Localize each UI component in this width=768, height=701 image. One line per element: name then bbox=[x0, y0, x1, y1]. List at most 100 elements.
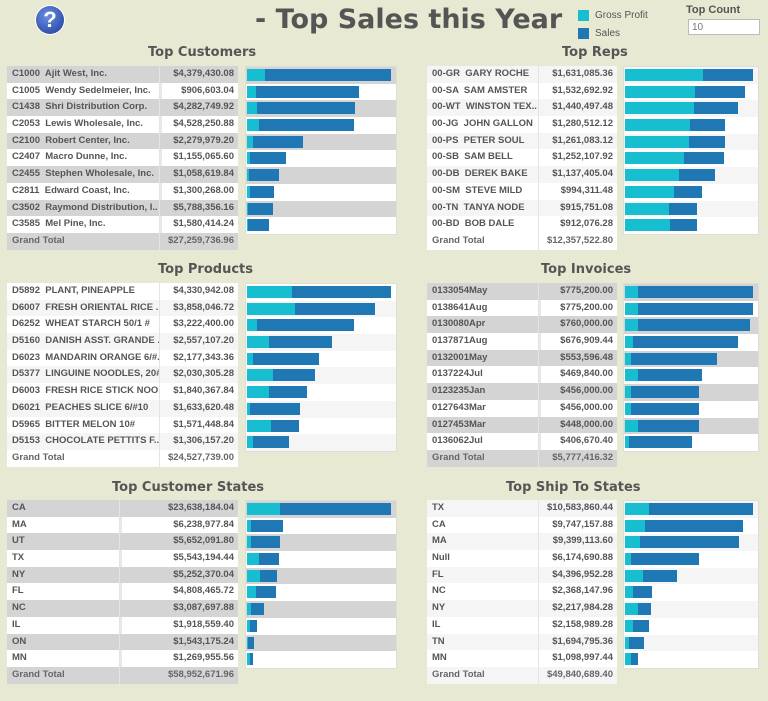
gross-profit-bar[interactable] bbox=[625, 85, 696, 98]
gross-profit-bar[interactable] bbox=[247, 503, 281, 515]
sales-bar[interactable] bbox=[247, 519, 283, 532]
gross-profit-bar[interactable] bbox=[625, 586, 633, 599]
table-row[interactable]: 0127643Mar $456,000.00 bbox=[427, 399, 617, 417]
table-row[interactable]: D5153 CHOCOLATE PETTITS F.. $1,306,157.20 bbox=[7, 433, 238, 450]
gross-profit-bar[interactable] bbox=[247, 319, 258, 332]
table-row[interactable]: C1438 Shri Distribution Corp. $4,282,749.… bbox=[7, 99, 238, 117]
table-row[interactable]: ON $1,543,175.24 bbox=[7, 633, 238, 651]
sales-bar[interactable] bbox=[247, 85, 360, 98]
sales-bar[interactable] bbox=[625, 336, 738, 349]
table-row[interactable]: 00-WT WINSTON TEX.. $1,440,497.48 bbox=[427, 99, 617, 117]
table-row[interactable]: MN $1,269,955.56 bbox=[7, 650, 238, 667]
table-row[interactable]: 00-PS PETER SOUL $1,261,083.12 bbox=[427, 132, 617, 150]
sales-bar[interactable] bbox=[247, 503, 391, 515]
table-row[interactable]: TX $10,583,860.44 bbox=[427, 500, 617, 517]
table-row[interactable]: D5160 DANISH ASST. GRANDE .. $2,557,107.2… bbox=[7, 333, 238, 350]
gross-profit-bar[interactable] bbox=[247, 536, 252, 549]
table-row[interactable]: CA $9,747,157.88 bbox=[427, 516, 617, 534]
gross-profit-bar[interactable] bbox=[247, 102, 257, 115]
sales-bar[interactable] bbox=[247, 202, 273, 215]
table-row[interactable]: FL $4,808,465.72 bbox=[7, 583, 238, 601]
gross-profit-bar[interactable] bbox=[625, 102, 695, 115]
table-row[interactable]: TX $5,543,194.44 bbox=[7, 550, 238, 567]
table-row[interactable]: 00-TN TANYA NODE $915,751.08 bbox=[427, 199, 617, 217]
table-row[interactable]: TN $1,694,795.36 bbox=[427, 633, 617, 651]
gross-profit-bar[interactable] bbox=[625, 169, 679, 182]
gross-profit-bar[interactable] bbox=[247, 569, 260, 582]
gross-profit-bar[interactable] bbox=[625, 152, 684, 165]
table-row[interactable]: 0123235Jan $456,000.00 bbox=[427, 383, 617, 400]
table-row[interactable]: NC $2,368,147.96 bbox=[427, 583, 617, 601]
table-row[interactable]: 0138641Aug $775,200.00 bbox=[427, 299, 617, 317]
sales-bar[interactable] bbox=[625, 386, 700, 399]
table-row[interactable]: 00-JG JOHN GALLON $1,280,512.12 bbox=[427, 116, 617, 133]
sales-bar[interactable] bbox=[625, 352, 718, 365]
table-row[interactable]: CA $23,638,184.04 bbox=[7, 500, 238, 517]
table-row[interactable]: 00-SA SAM AMSTER $1,532,692.92 bbox=[427, 82, 617, 100]
gross-profit-bar[interactable] bbox=[247, 436, 253, 449]
gross-profit-bar[interactable] bbox=[247, 352, 253, 365]
table-row[interactable]: 0137871Aug $676,909.44 bbox=[427, 333, 617, 350]
gross-profit-bar[interactable] bbox=[625, 319, 638, 332]
gross-profit-bar[interactable] bbox=[247, 302, 295, 315]
gross-profit-bar[interactable] bbox=[625, 302, 638, 315]
table-row[interactable]: C3502 Raymond Distribution, I.. $5,788,35… bbox=[7, 199, 238, 217]
sales-bar[interactable] bbox=[247, 219, 269, 232]
sales-bar[interactable] bbox=[625, 369, 702, 382]
sales-bar[interactable] bbox=[247, 135, 304, 148]
gross-profit-bar[interactable] bbox=[247, 419, 272, 432]
gross-profit-bar[interactable] bbox=[247, 653, 250, 666]
table-row[interactable]: UT $5,652,091.80 bbox=[7, 533, 238, 551]
gross-profit-bar[interactable] bbox=[625, 519, 646, 532]
table-row[interactable]: 00-SM STEVE MILD $994,311.48 bbox=[427, 182, 617, 200]
gross-profit-bar[interactable] bbox=[247, 519, 252, 532]
gross-profit-bar[interactable] bbox=[247, 119, 260, 132]
table-row[interactable]: 0137224Jul $469,840.00 bbox=[427, 366, 617, 384]
sales-bar[interactable] bbox=[625, 553, 700, 566]
help-icon[interactable]: ? bbox=[36, 6, 64, 34]
gross-profit-bar[interactable] bbox=[247, 619, 250, 632]
table-row[interactable]: NY $2,217,984.28 bbox=[427, 600, 617, 617]
gross-profit-bar[interactable] bbox=[247, 586, 256, 599]
gross-profit-bar[interactable] bbox=[625, 402, 632, 415]
sales-bar[interactable] bbox=[247, 185, 275, 198]
gross-profit-bar[interactable] bbox=[247, 386, 269, 399]
table-row[interactable]: D6021 PEACHES SLICE 6/#10 $1,633,620.48 bbox=[7, 399, 238, 417]
sales-bar[interactable] bbox=[247, 636, 255, 649]
table-row[interactable]: 0127453Mar $448,000.00 bbox=[427, 416, 617, 434]
gross-profit-bar[interactable] bbox=[247, 85, 256, 98]
gross-profit-bar[interactable] bbox=[247, 169, 250, 182]
gross-profit-bar[interactable] bbox=[625, 336, 633, 349]
sales-bar[interactable] bbox=[625, 536, 739, 549]
gross-profit-bar[interactable] bbox=[625, 419, 638, 432]
gross-profit-bar[interactable] bbox=[625, 352, 632, 365]
sales-bar[interactable] bbox=[247, 619, 258, 632]
gross-profit-bar[interactable] bbox=[625, 503, 650, 515]
sales-bar[interactable] bbox=[625, 519, 743, 532]
sales-bar[interactable] bbox=[247, 653, 253, 666]
gross-profit-bar[interactable] bbox=[247, 402, 250, 415]
gross-profit-bar[interactable] bbox=[247, 69, 265, 81]
table-row[interactable]: 00-GR GARY ROCHE $1,631,085.36 bbox=[427, 66, 617, 83]
gross-profit-bar[interactable] bbox=[247, 152, 251, 165]
table-row[interactable]: C1005 Wendy Sedelmeier, Inc. $906,603.04 bbox=[7, 82, 238, 100]
sales-bar[interactable] bbox=[625, 503, 753, 515]
gross-profit-bar[interactable] bbox=[625, 569, 643, 582]
table-row[interactable]: NY $5,252,370.04 bbox=[7, 566, 238, 584]
gross-profit-bar[interactable] bbox=[247, 135, 254, 148]
table-row[interactable]: FL $4,396,952.28 bbox=[427, 566, 617, 584]
table-row[interactable]: MN $1,098,997.44 bbox=[427, 650, 617, 667]
sales-bar[interactable] bbox=[247, 152, 286, 165]
sales-bar[interactable] bbox=[247, 352, 319, 365]
top-count-input[interactable] bbox=[688, 19, 760, 35]
sales-bar[interactable] bbox=[625, 636, 645, 649]
table-row[interactable]: 00-BD BOB DALE $912,076.28 bbox=[427, 216, 617, 233]
table-row[interactable]: C1000 Ajit West, Inc. $4,379,430.08 bbox=[7, 66, 238, 83]
sales-bar[interactable] bbox=[625, 402, 700, 415]
gross-profit-bar[interactable] bbox=[625, 202, 669, 215]
table-row[interactable]: C2455 Stephen Wholesale, Inc. $1,058,619.… bbox=[7, 166, 238, 183]
table-row[interactable]: 0130080Apr $760,000.00 bbox=[427, 316, 617, 334]
gross-profit-bar[interactable] bbox=[625, 603, 638, 616]
sales-bar[interactable] bbox=[247, 319, 354, 332]
gross-profit-bar[interactable] bbox=[625, 286, 638, 298]
